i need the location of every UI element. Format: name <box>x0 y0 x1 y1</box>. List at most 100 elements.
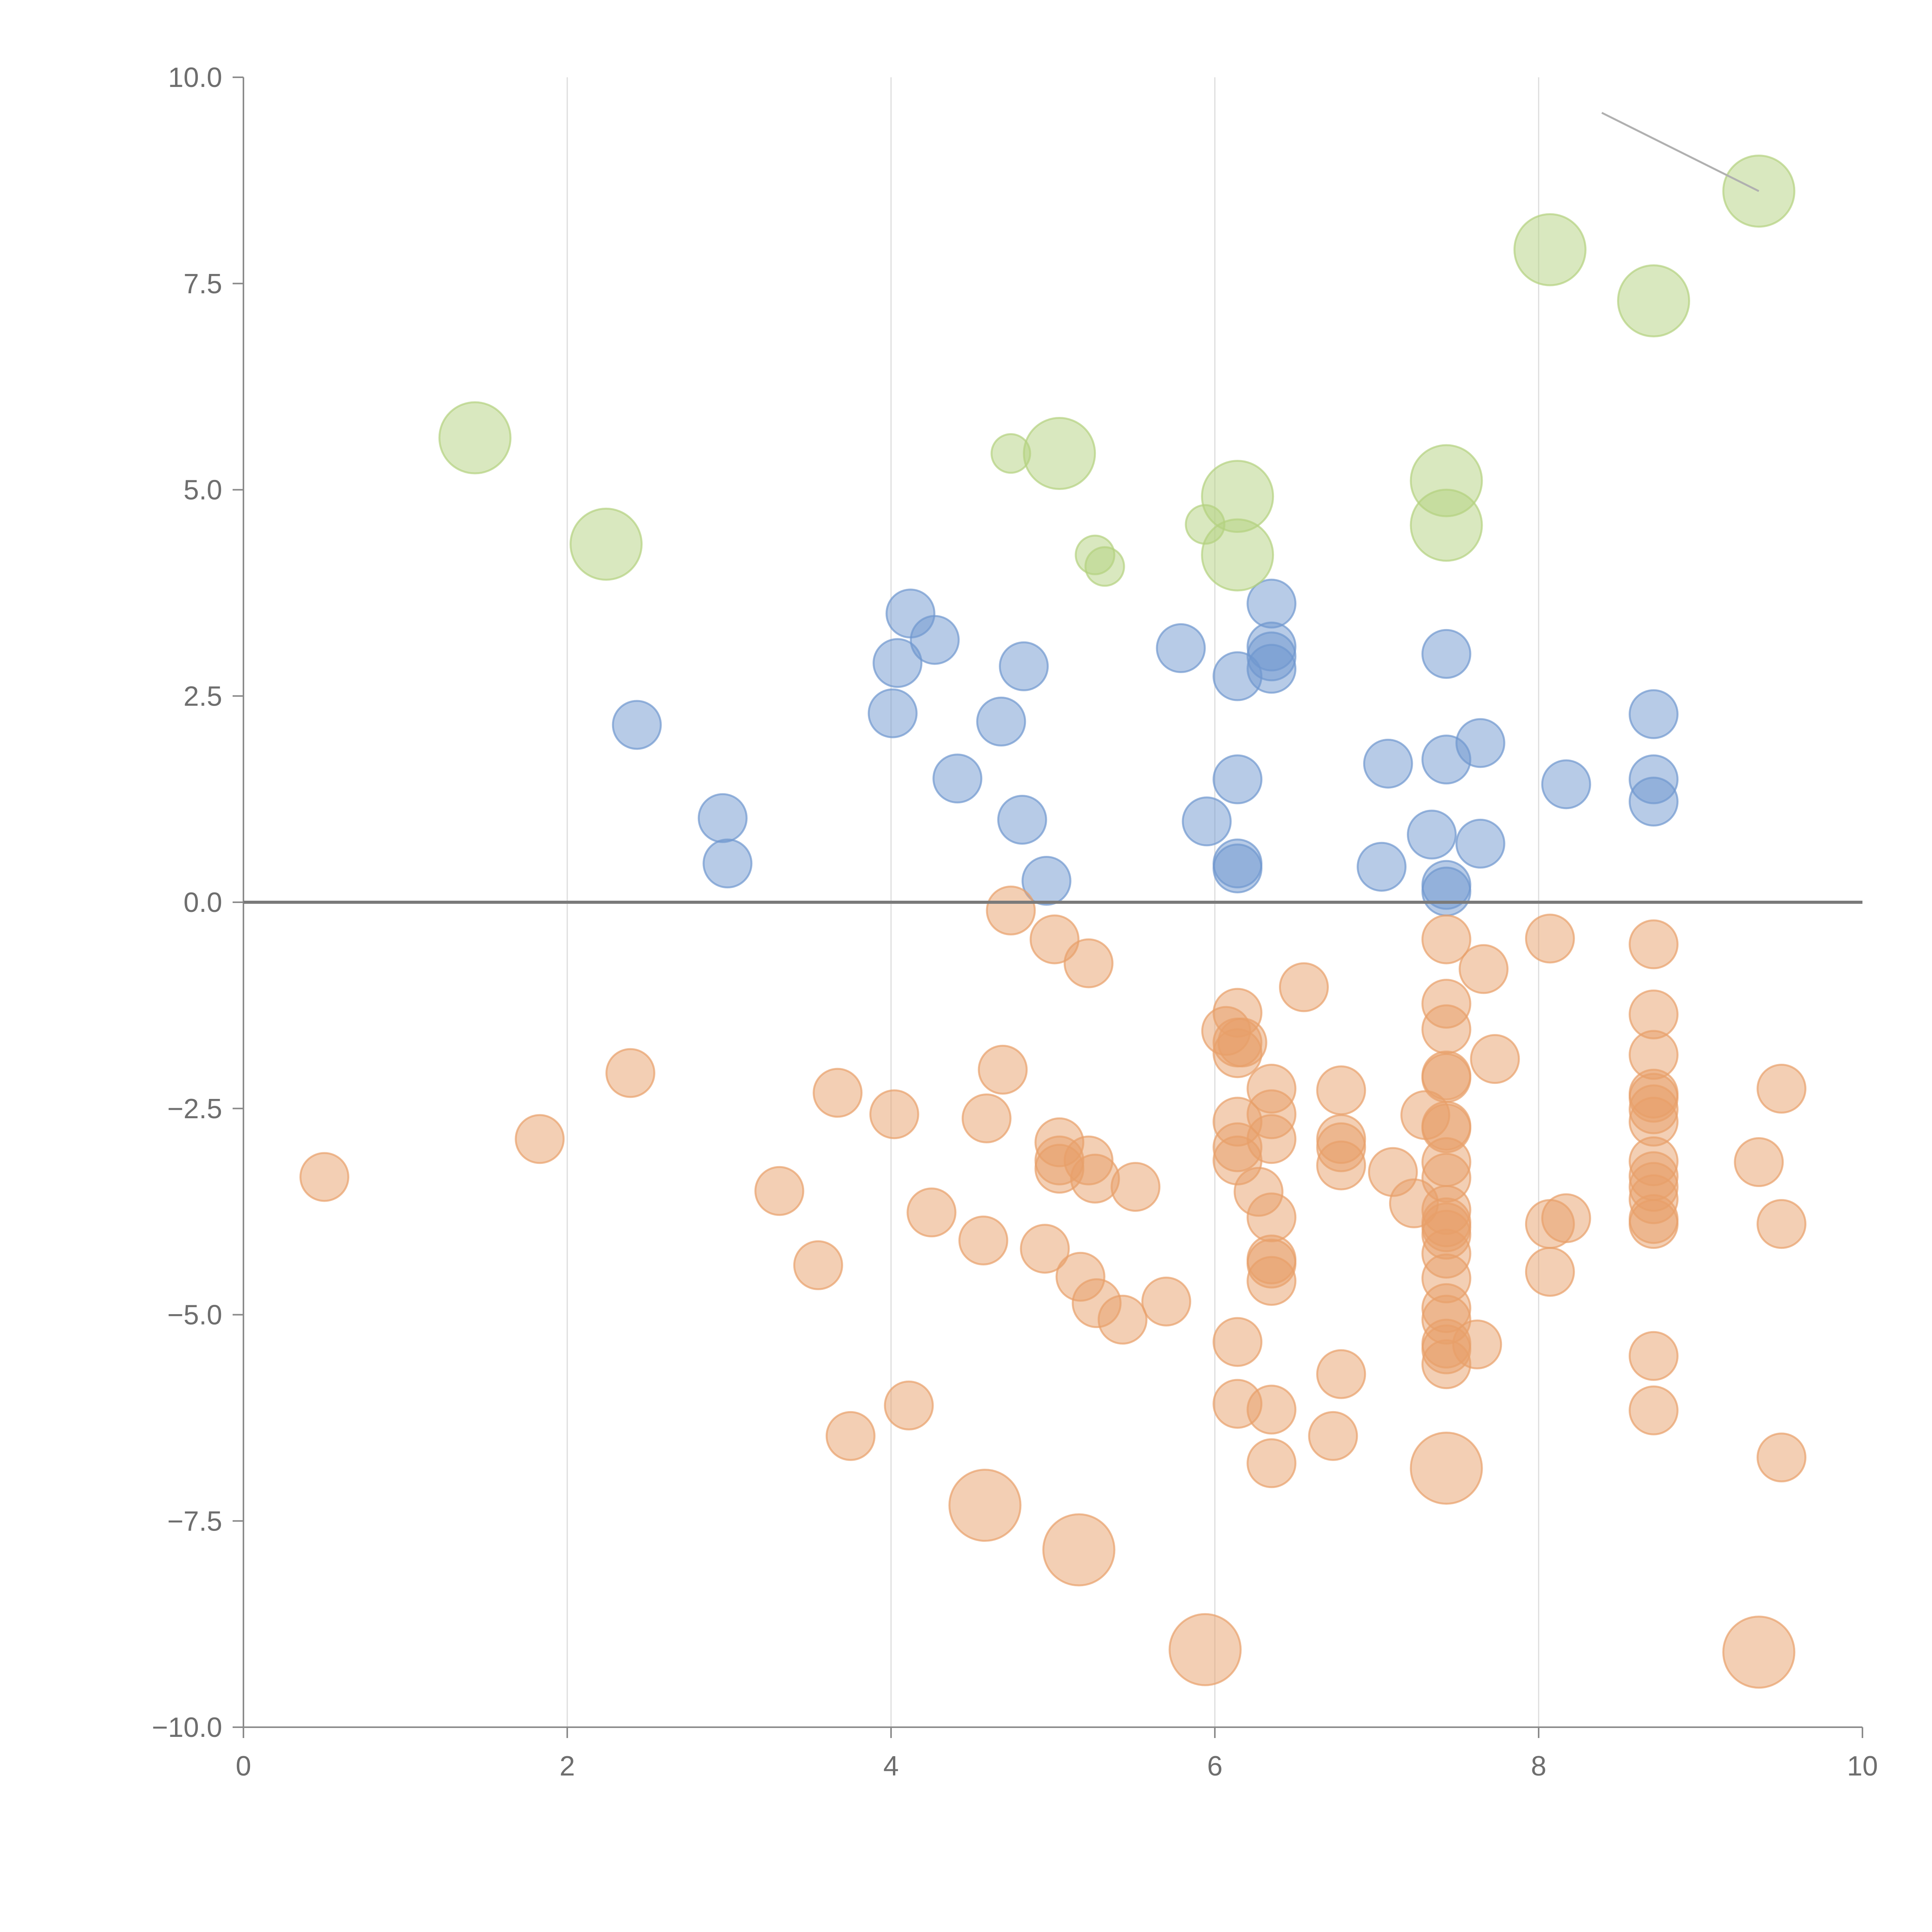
scatter-point <box>1084 546 1125 587</box>
scatter-point <box>1617 264 1690 338</box>
scatter-point <box>299 1152 349 1202</box>
scatter-point <box>1525 913 1575 964</box>
scatter-point <box>754 1166 804 1216</box>
scatter-point <box>1070 1153 1120 1204</box>
scatter-point <box>1410 488 1483 562</box>
scatter-point <box>932 753 983 804</box>
scatter-point <box>1201 518 1274 592</box>
scatter-point <box>906 1187 957 1238</box>
scatter-point <box>1628 689 1679 739</box>
scatter-point <box>961 1093 1012 1143</box>
scatter-point <box>1021 855 1071 906</box>
y-tick-label: 7.5 <box>184 269 222 299</box>
scatter-point <box>1421 1004 1471 1054</box>
scatter-point <box>1168 1613 1242 1686</box>
scatter-point <box>1357 842 1407 892</box>
scatter-point <box>1247 1114 1297 1164</box>
scatter-point <box>1363 738 1413 789</box>
scatter-point <box>1525 1247 1575 1297</box>
scatter-point <box>872 638 923 688</box>
scatter-point <box>813 1068 863 1118</box>
scatter-point <box>612 700 662 750</box>
y-tick-label: 10.0 <box>168 62 222 93</box>
scatter-point <box>976 696 1026 747</box>
scatter-point <box>1421 629 1471 679</box>
scatter-point <box>1757 1199 1806 1249</box>
scatter-point <box>948 1469 1022 1542</box>
scatter-point <box>1217 1017 1267 1068</box>
scatter-point <box>1421 866 1471 917</box>
x-tick-label: 10 <box>1847 1751 1878 1782</box>
scatter-point <box>1063 938 1114 988</box>
scatter-point <box>1213 1317 1263 1367</box>
scatter-point <box>1628 1331 1679 1381</box>
scatter-point <box>1247 1438 1297 1488</box>
scatter-point <box>605 1048 655 1098</box>
scatter-point <box>869 1089 919 1139</box>
scatter-point <box>1182 796 1232 847</box>
scatter-point <box>570 507 643 581</box>
scatter-point <box>1757 1064 1806 1114</box>
scatter-point <box>793 1240 843 1290</box>
x-tick-label: 4 <box>883 1751 899 1782</box>
scatter-point <box>1247 644 1297 694</box>
y-tick-label: −2.5 <box>167 1094 222 1124</box>
scatter-point <box>1316 1140 1366 1190</box>
scatter-point <box>697 793 748 843</box>
scatter-point <box>1734 1137 1784 1187</box>
scatter-point <box>1757 1432 1806 1483</box>
scatter-point <box>1628 1385 1679 1435</box>
scatter-point <box>1308 1411 1358 1461</box>
scatter-point <box>1213 754 1263 804</box>
x-tick-label: 2 <box>560 1751 575 1782</box>
scatter-point <box>1316 1349 1366 1399</box>
scatter-point <box>867 688 918 738</box>
scatter-point <box>1455 818 1505 869</box>
scatter-point <box>1279 962 1329 1012</box>
scatter-point <box>1628 919 1679 969</box>
scatter-point <box>986 885 1036 935</box>
y-tick-label: −10.0 <box>152 1712 222 1743</box>
scatter-point <box>1020 1224 1070 1274</box>
y-tick-label: 0.0 <box>184 887 222 918</box>
scatter-point <box>1421 1053 1471 1103</box>
x-tick-label: 8 <box>1531 1751 1546 1782</box>
scatter-point <box>958 1215 1009 1265</box>
scatter-point <box>1722 1616 1796 1689</box>
scatter-point <box>1455 718 1505 768</box>
scatter-point <box>1247 1192 1297 1243</box>
x-tick-label: 0 <box>236 1751 251 1782</box>
scatter-point <box>884 1380 934 1430</box>
scatter-point <box>1247 1256 1297 1306</box>
scatter-point <box>1406 810 1457 860</box>
scatter-point <box>1513 213 1587 286</box>
y-tick-label: −7.5 <box>167 1506 222 1537</box>
x-tick-label: 6 <box>1207 1751 1223 1782</box>
scatter-point <box>825 1411 876 1461</box>
scatter-point <box>438 401 512 474</box>
scatter-point <box>1628 777 1679 827</box>
scatter-point <box>1316 1065 1366 1116</box>
scatter-point <box>1628 1199 1679 1249</box>
scatter-point <box>999 641 1049 691</box>
scatter-point <box>702 838 753 889</box>
scatter-point <box>1023 417 1096 490</box>
y-tick-label: −5.0 <box>167 1300 222 1331</box>
scatter-point <box>1029 914 1080 964</box>
scatter-point <box>1410 1432 1483 1505</box>
scatter-point <box>1421 914 1471 964</box>
scatter-point <box>1452 1319 1502 1369</box>
scatter-point <box>1097 1294 1148 1345</box>
scatter-point <box>515 1114 565 1164</box>
y-tick-label: 5.0 <box>184 475 222 506</box>
scatter-point <box>1541 759 1591 810</box>
scatter-point <box>1247 1384 1297 1435</box>
y-tick-label: 2.5 <box>184 681 222 712</box>
scatter-point <box>1042 1513 1116 1587</box>
scatter-point <box>1111 1162 1161 1212</box>
scatter-point <box>910 615 960 665</box>
scatter-point <box>1156 623 1206 673</box>
scatter-point <box>1541 1193 1591 1243</box>
